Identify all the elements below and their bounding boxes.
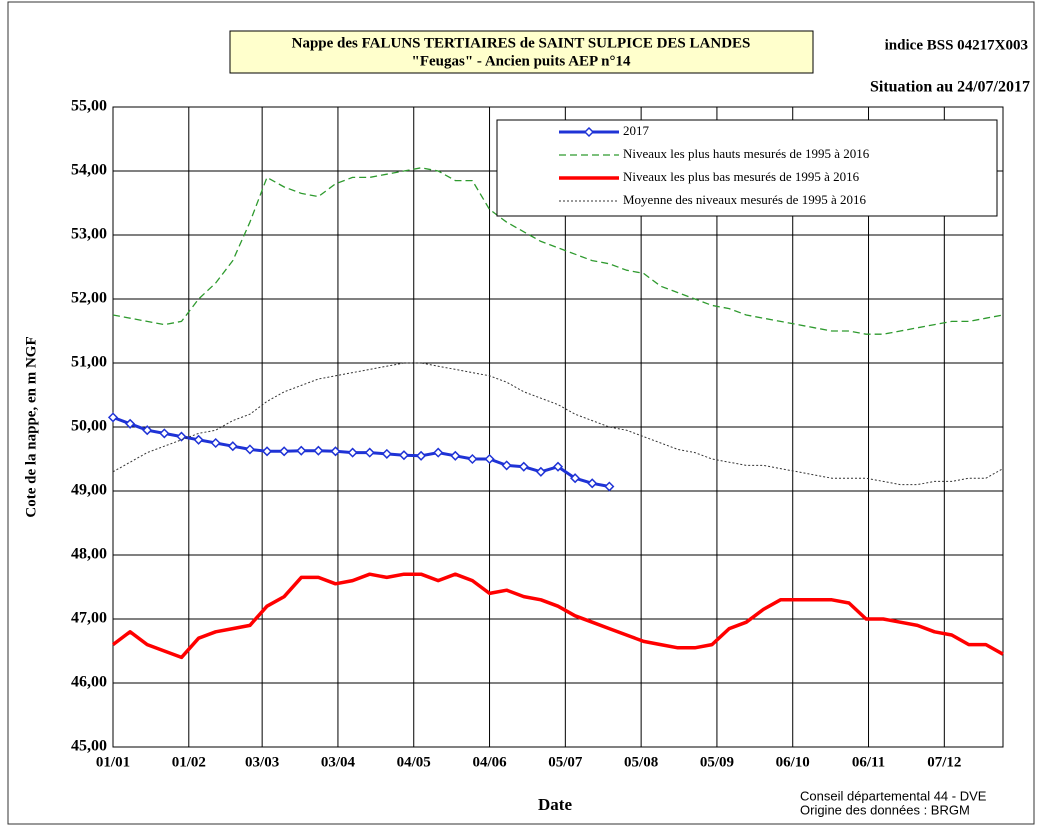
legend-label: 2017 bbox=[623, 123, 650, 138]
legend-label: Niveaux les plus bas mesurés de 1995 à 2… bbox=[623, 169, 860, 184]
data-point bbox=[484, 453, 495, 465]
data-point bbox=[244, 444, 255, 455]
x-tick-label: 06/10 bbox=[776, 754, 810, 770]
data-point bbox=[227, 441, 238, 452]
series-line bbox=[111, 572, 1004, 660]
x-tick-label: 04/06 bbox=[472, 754, 507, 770]
data-point bbox=[142, 425, 153, 436]
y-axis-label: Cote de la nappe, en m NGF bbox=[23, 336, 39, 517]
series-line bbox=[112, 167, 1004, 335]
data-point bbox=[467, 453, 478, 465]
data-point bbox=[381, 448, 392, 459]
y-tick-label: 49,00 bbox=[71, 482, 107, 499]
data-point bbox=[176, 431, 187, 442]
data-point bbox=[501, 460, 512, 471]
data-point bbox=[450, 450, 461, 461]
data-point bbox=[416, 450, 427, 461]
data-point bbox=[330, 446, 341, 457]
y-tick-label: 46,00 bbox=[71, 674, 107, 691]
data-point bbox=[261, 446, 273, 457]
data-point bbox=[604, 481, 615, 492]
x-tick-label: 05/07 bbox=[548, 754, 583, 770]
y-tick-label: 45,00 bbox=[71, 738, 107, 755]
legend-label: Moyenne des niveaux mesurés de 1995 à 20… bbox=[623, 192, 866, 207]
data-point bbox=[193, 434, 204, 445]
data-point bbox=[210, 437, 221, 449]
data-point bbox=[296, 445, 307, 456]
chart-title: Nappe des FALUNS TERTIAIRES de SAINT SUL… bbox=[292, 35, 751, 51]
data-point bbox=[364, 447, 375, 458]
x-tick-label: 04/05 bbox=[397, 754, 431, 770]
data-point bbox=[279, 446, 290, 457]
credit: Conseil départemental 44 - DVE bbox=[800, 788, 987, 803]
x-tick-label: 01/01 bbox=[96, 754, 130, 770]
x-tick-label: 03/04 bbox=[321, 754, 356, 770]
legend-box bbox=[496, 119, 998, 217]
y-tick-label: 55,00 bbox=[71, 98, 107, 115]
data-point bbox=[347, 447, 358, 458]
y-tick-label: 47,00 bbox=[71, 610, 107, 627]
credit: Origine des données : BRGM bbox=[800, 802, 970, 817]
title-box bbox=[229, 30, 814, 74]
data-point bbox=[313, 445, 324, 456]
x-tick-label: 06/11 bbox=[852, 754, 885, 770]
data-point bbox=[433, 447, 444, 458]
data-point bbox=[587, 478, 598, 489]
y-tick-label: 52,00 bbox=[71, 290, 107, 307]
legend-marker bbox=[583, 126, 595, 138]
data-point bbox=[125, 418, 136, 429]
data-point bbox=[398, 450, 410, 461]
x-tick-label: 07/12 bbox=[927, 754, 961, 770]
data-point bbox=[570, 473, 581, 484]
legend-label: Niveaux les plus hauts mesurés de 1995 à… bbox=[623, 146, 870, 161]
data-point bbox=[535, 466, 546, 477]
x-tick-label: 03/03 bbox=[245, 754, 279, 770]
y-tick-label: 51,00 bbox=[71, 354, 107, 371]
x-tick-label: 05/09 bbox=[700, 754, 734, 770]
x-axis-label: Date bbox=[538, 795, 572, 814]
y-tick-label: 50,00 bbox=[71, 418, 107, 435]
situation: Situation au 24/07/2017 bbox=[870, 79, 1030, 96]
data-point bbox=[159, 428, 170, 439]
y-tick-label: 54,00 bbox=[71, 162, 107, 179]
chart-subtitle: "Feugas" - Ancien puits AEP n°14 bbox=[412, 53, 631, 69]
y-tick-label: 48,00 bbox=[71, 546, 107, 563]
data-point bbox=[518, 461, 529, 472]
station-id: indice BSS 04217X003 bbox=[885, 37, 1028, 53]
data-point bbox=[552, 461, 564, 472]
y-tick-label: 53,00 bbox=[71, 226, 107, 243]
x-tick-label: 05/08 bbox=[624, 754, 658, 770]
data-point bbox=[107, 412, 119, 423]
x-tick-label: 01/02 bbox=[172, 754, 206, 770]
